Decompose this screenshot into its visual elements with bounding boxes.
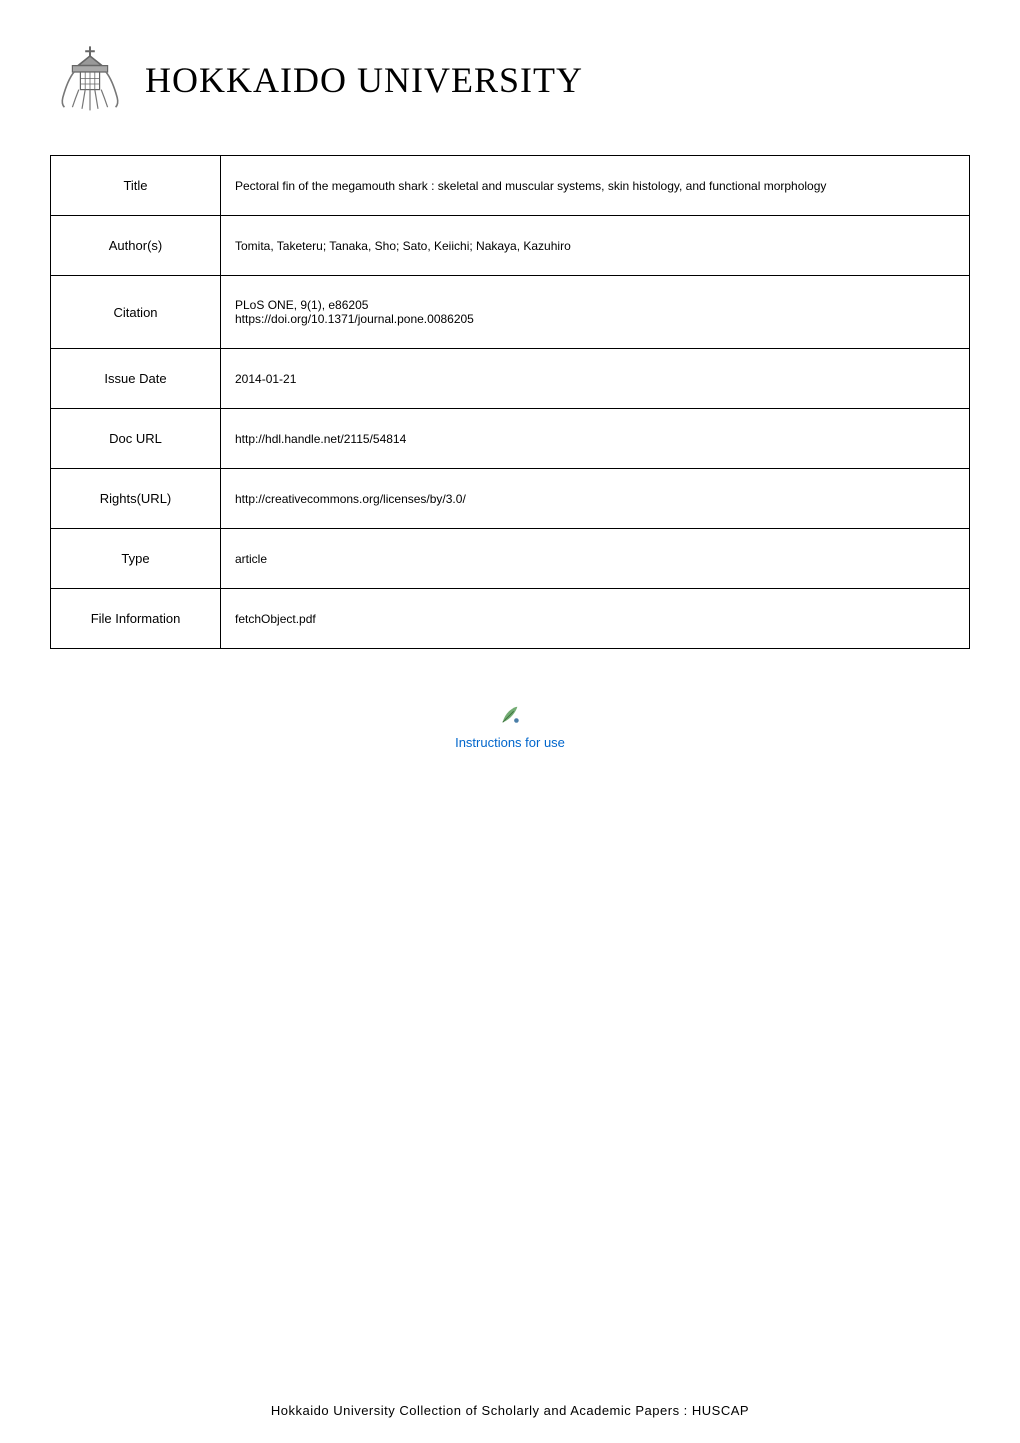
instructions-link[interactable]: Instructions for use <box>455 735 565 750</box>
university-logo <box>50 40 130 120</box>
instructions-block: Instructions for use <box>0 704 1020 752</box>
university-title: HOKKAIDO UNIVERSITY <box>145 59 583 101</box>
table-row: Rights(URL) http://creativecommons.org/l… <box>51 469 970 529</box>
meta-value-fileinfo: fetchObject.pdf <box>221 589 970 649</box>
meta-label-title: Title <box>51 156 221 216</box>
table-row: Doc URL http://hdl.handle.net/2115/54814 <box>51 409 970 469</box>
table-row: Citation PLoS ONE, 9(1), e86205 https://… <box>51 276 970 349</box>
meta-value-docurl: http://hdl.handle.net/2115/54814 <box>221 409 970 469</box>
header: HOKKAIDO UNIVERSITY <box>0 0 1020 140</box>
meta-value-issuedate: 2014-01-21 <box>221 349 970 409</box>
meta-label-citation: Citation <box>51 276 221 349</box>
meta-value-rights: http://creativecommons.org/licenses/by/3… <box>221 469 970 529</box>
table-row: Type article <box>51 529 970 589</box>
meta-value-citation: PLoS ONE, 9(1), e86205 https://doi.org/1… <box>221 276 970 349</box>
meta-value-title: Pectoral fin of the megamouth shark : sk… <box>221 156 970 216</box>
meta-label-rights: Rights(URL) <box>51 469 221 529</box>
meta-label-fileinfo: File Information <box>51 589 221 649</box>
meta-label-docurl: Doc URL <box>51 409 221 469</box>
feather-icon <box>499 704 521 726</box>
metadata-table-body: Title Pectoral fin of the megamouth shar… <box>51 156 970 649</box>
metadata-table: Title Pectoral fin of the megamouth shar… <box>50 155 970 649</box>
meta-label-authors: Author(s) <box>51 216 221 276</box>
meta-value-type: article <box>221 529 970 589</box>
table-row: File Information fetchObject.pdf <box>51 589 970 649</box>
meta-label-type: Type <box>51 529 221 589</box>
table-row: Author(s) Tomita, Taketeru; Tanaka, Sho;… <box>51 216 970 276</box>
table-row: Issue Date 2014-01-21 <box>51 349 970 409</box>
meta-value-authors: Tomita, Taketeru; Tanaka, Sho; Sato, Kei… <box>221 216 970 276</box>
table-row: Title Pectoral fin of the megamouth shar… <box>51 156 970 216</box>
footer-text: Hokkaido University Collection of Schola… <box>0 1403 1020 1418</box>
meta-label-issuedate: Issue Date <box>51 349 221 409</box>
